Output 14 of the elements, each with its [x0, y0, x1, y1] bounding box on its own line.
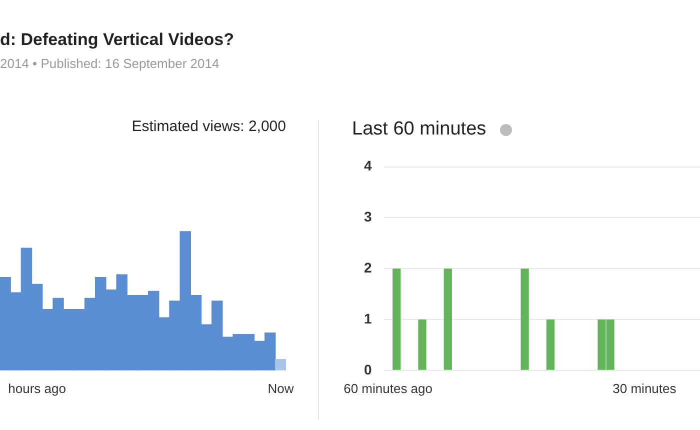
x-tick-label: 30 minutes	[612, 380, 677, 396]
text: d: Defeating Vertical Videos?	[0, 30, 234, 50]
y-tick-label: 3	[364, 208, 372, 225]
x-tick-label: hours ago	[8, 380, 66, 396]
y-tick-label: 4	[364, 158, 372, 174]
text: 2014 • Published: 16 September 2014	[0, 56, 220, 71]
bar	[275, 358, 286, 370]
x-tick-label: Now	[268, 380, 294, 396]
y-tick-label: 0	[364, 361, 372, 378]
chart-title: Last 60 minutes	[352, 118, 486, 140]
chart-title: Estimated views: 2,000	[132, 118, 286, 136]
x-tick-label: 60 minutes ago	[344, 380, 433, 396]
y-tick-label: 2	[364, 259, 372, 276]
y-tick-label: 1	[364, 310, 372, 326]
